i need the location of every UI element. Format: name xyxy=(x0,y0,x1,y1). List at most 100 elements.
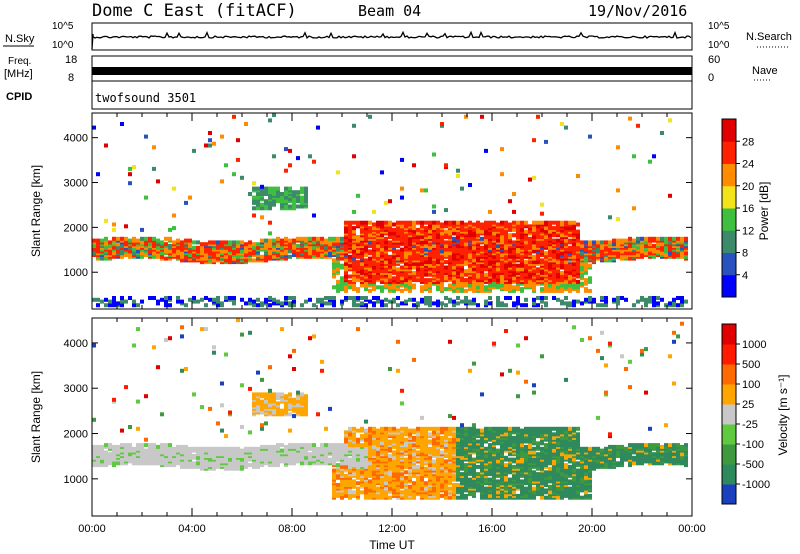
freq-label-1: Freq. xyxy=(8,56,31,67)
range-time-cell xyxy=(424,434,428,439)
range-time-cell xyxy=(152,296,156,300)
range-time-cell xyxy=(464,242,468,247)
range-time-cell xyxy=(616,296,620,300)
range-time-cell xyxy=(272,297,276,302)
range-time-cell xyxy=(308,452,312,457)
range-time-cell xyxy=(396,461,400,466)
range-time-cell xyxy=(132,251,136,256)
range-time-cell xyxy=(344,448,348,453)
range-time-cell xyxy=(352,484,356,489)
range-time-cell xyxy=(444,260,448,265)
range-time-cell xyxy=(464,222,468,227)
ytick-label: 4000 xyxy=(64,133,88,145)
range-time-cell xyxy=(416,464,420,469)
range-time-cell xyxy=(416,488,420,493)
range-time-cell xyxy=(464,269,468,274)
range-time-cell xyxy=(520,263,524,268)
range-time-cell xyxy=(352,299,356,304)
range-time-cell xyxy=(120,299,124,304)
range-time-cell xyxy=(596,303,600,308)
range-time-cell xyxy=(388,486,392,491)
range-time-cell xyxy=(488,261,492,266)
range-time-cell xyxy=(236,450,240,455)
range-time-cell xyxy=(408,297,412,302)
range-time-cell xyxy=(368,263,372,268)
range-time-cell xyxy=(216,299,220,304)
range-time-cell xyxy=(284,192,288,196)
range-time-cell xyxy=(336,287,340,292)
range-time-cell xyxy=(280,199,284,204)
range-time-cell xyxy=(408,251,412,256)
range-time-cell xyxy=(108,244,112,248)
range-time-cell xyxy=(364,303,368,308)
range-time-cell xyxy=(476,220,480,225)
range-time-cell xyxy=(644,247,648,252)
range-time-cell xyxy=(424,247,428,252)
range-time-cell xyxy=(556,244,560,248)
range-time-cell xyxy=(368,483,372,487)
range-time-cell xyxy=(652,244,656,248)
range-time-cell xyxy=(188,238,192,243)
range-time-cell xyxy=(412,448,416,453)
range-time-cell xyxy=(420,486,424,491)
range-time-cell xyxy=(284,408,288,413)
range-time-cell xyxy=(176,238,180,243)
range-time-cell xyxy=(168,303,172,308)
range-time-cell xyxy=(496,303,500,308)
range-time-cell xyxy=(140,454,144,458)
range-time-cell xyxy=(272,410,276,415)
range-time-cell xyxy=(380,488,384,493)
range-time-cell xyxy=(448,235,452,239)
range-time-cell xyxy=(436,490,440,495)
range-time-cell xyxy=(352,278,356,283)
range-time-cell xyxy=(164,299,168,304)
range-time-cell xyxy=(288,249,292,254)
range-time-cell xyxy=(260,399,264,404)
range-time-cell xyxy=(232,249,236,254)
range-time-cell xyxy=(352,426,356,431)
radar-title: Dome C East (fitACF) xyxy=(92,1,297,21)
range-time-cell xyxy=(520,227,524,232)
range-time-cell xyxy=(108,443,112,448)
range-time-cell xyxy=(524,229,528,234)
range-time-cell xyxy=(416,435,420,440)
power-cbar-label: Power [dB] xyxy=(757,182,771,241)
range-time-cell xyxy=(100,238,104,243)
range-time-cell xyxy=(300,401,304,406)
range-time-cell xyxy=(592,297,596,302)
range-time-cell xyxy=(572,224,576,229)
range-time-cell xyxy=(564,296,568,300)
range-time-cell xyxy=(268,231,272,236)
range-time-cell xyxy=(436,220,440,225)
range-time-cell xyxy=(364,495,368,500)
range-time-cell xyxy=(212,258,216,263)
range-time-cell xyxy=(356,443,360,448)
range-time-cell xyxy=(224,163,228,168)
range-time-cell xyxy=(436,258,440,263)
range-time-cell xyxy=(464,288,468,293)
range-time-cell xyxy=(424,231,428,236)
range-time-cell xyxy=(284,251,288,256)
range-time-cell xyxy=(252,392,256,397)
range-time-cell xyxy=(372,287,376,292)
range-time-cell xyxy=(384,260,388,265)
range-time-cell xyxy=(616,299,620,304)
range-time-cell xyxy=(120,122,124,126)
range-time-cell xyxy=(156,238,160,243)
range-time-cell xyxy=(556,263,560,268)
range-time-cell xyxy=(476,285,480,290)
range-time-cell xyxy=(232,240,236,245)
range-time-cell xyxy=(356,475,360,480)
range-time-cell xyxy=(256,408,260,413)
range-time-cell xyxy=(112,236,116,241)
range-time-cell xyxy=(360,227,364,232)
range-time-cell xyxy=(648,296,652,300)
range-time-cell xyxy=(400,235,404,239)
range-time-cell xyxy=(420,247,424,252)
range-time-cell xyxy=(344,296,348,300)
range-time-cell xyxy=(312,457,316,462)
range-time-cell xyxy=(400,484,404,489)
range-time-cell xyxy=(332,258,336,263)
range-time-cell xyxy=(420,240,424,245)
range-time-cell xyxy=(132,299,136,304)
